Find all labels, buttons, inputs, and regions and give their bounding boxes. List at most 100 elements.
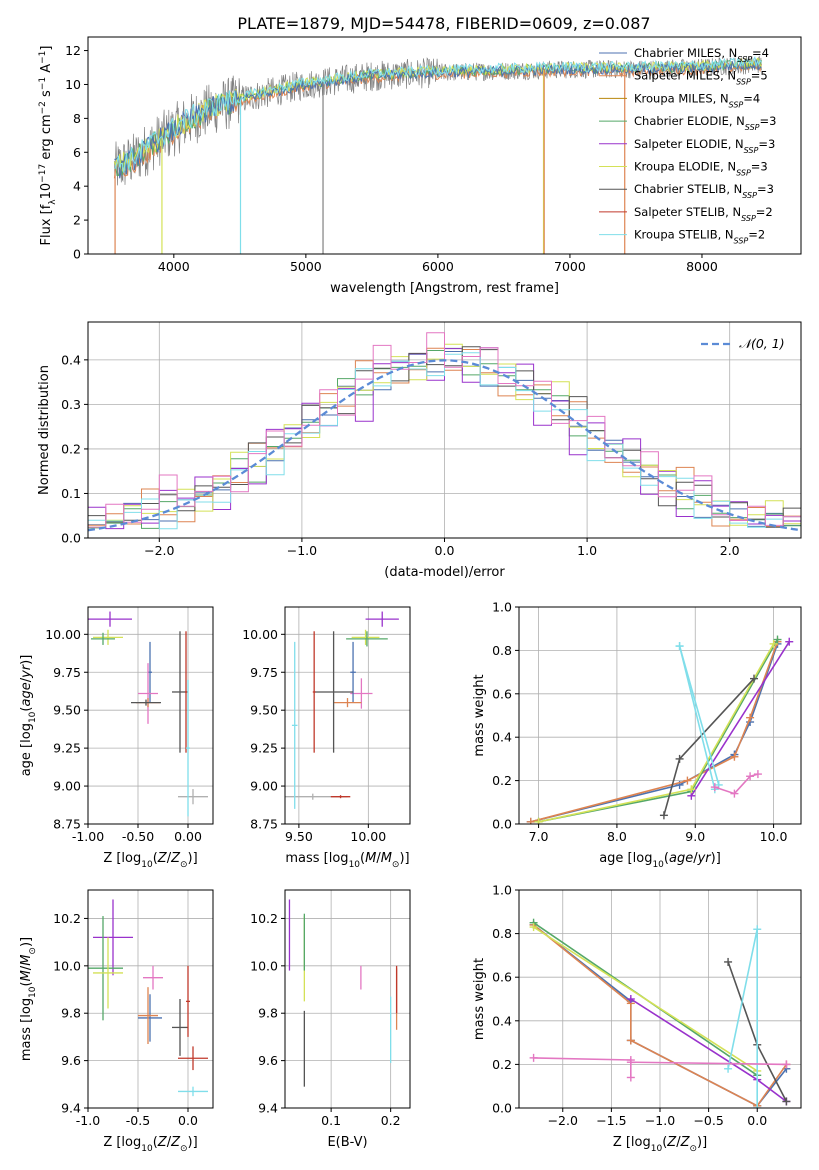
y-tick-label: 1.0: [492, 600, 512, 615]
mass-weight-line: [530, 641, 779, 823]
y-tick-label: 0.2: [492, 1057, 512, 1072]
mass-weight-marker: [746, 713, 755, 722]
mass-weight-marker: [526, 817, 535, 824]
mass-weight-marker: [785, 637, 794, 646]
legend-entry: Kroupa ELODIE, NSSP=3: [634, 160, 768, 178]
legend-subscript: SSP: [729, 100, 744, 109]
mass-weight-marker: [724, 957, 733, 966]
legend-count: =3: [751, 160, 768, 174]
errorbar-point: [350, 678, 373, 709]
x-axis-label: Z [log10(Z/Z⊙)]: [613, 1135, 707, 1154]
y-tick-label: 0.0: [61, 531, 81, 546]
errorbar-point: [365, 611, 399, 627]
x-tick-label: -1.0: [76, 1113, 100, 1128]
y-tick-label: 9.75: [250, 665, 278, 680]
y-tick-label: 8: [73, 111, 81, 126]
mass-weight-marker: [746, 772, 755, 781]
errorbar-point: [186, 679, 190, 817]
x-tick-label: -1.00: [72, 829, 104, 844]
axes-frame: [87, 889, 214, 1109]
x-tick-label: 0.0: [178, 1113, 198, 1128]
y-tick-label: 0.0: [492, 817, 512, 832]
legend-subscript: SSP: [744, 145, 759, 154]
x-tick-label: 8000: [686, 259, 718, 274]
mass-weight-marker: [710, 783, 719, 792]
y-tick-label: 6: [73, 145, 81, 160]
panel-age-vs-mass: 9.50 10.00 8.75 9.00 9.25 9.50 9.75 10.00 mass […: [242, 606, 411, 870]
y-axis-label: Flux [fλ10−17 erg cm−2 s−1 A−1]: [38, 46, 58, 246]
legend-entry: Salpeter STELIB, NSSP=2: [634, 205, 773, 223]
mass-weight-marker: [782, 1097, 791, 1106]
errorbar-point: [148, 641, 152, 703]
x-axis-label: Z [log10(Z/Z⊙)]: [103, 1135, 197, 1154]
errorbar-point: [131, 699, 161, 706]
x-axis-label: Z [log10(Z/Z⊙)]: [103, 851, 197, 870]
errorbar-point: [93, 937, 123, 1009]
legend: 𝒩(0, 1): [701, 336, 785, 351]
y-tick-label: 9.6: [258, 1053, 278, 1068]
x-tick-label: 6000: [422, 259, 454, 274]
errorbar-point: [351, 629, 380, 645]
mass-weight-marker: [750, 674, 758, 683]
panels: 4000 5000 6000 7000 8000 0 2 4 6 8 10 12 wavelength …: [19, 36, 802, 1154]
y-tick-label: 0: [73, 247, 81, 262]
plot-area: [88, 611, 208, 817]
y-tick-label: 9.4: [61, 1101, 81, 1116]
y-tick-label: 12: [65, 43, 81, 58]
y-tick-label: 1.0: [492, 883, 512, 898]
x-tick-label: 2.0: [720, 543, 740, 558]
mass-weight-marker: [769, 639, 778, 648]
panel-massweight-vs-Z: −2.0 −1.5 −1.0 −0.5 0.0 0.0 0.2 0.4 0.6 0.8 1.0 Z […: [472, 883, 802, 1154]
x-axis-label: E(B-V): [327, 1135, 367, 1150]
plot-area: [88, 332, 801, 538]
legend-entry: Chabrier MILES, NSSP=4: [634, 46, 769, 64]
x-tick-label: −0.5: [693, 1113, 723, 1128]
y-tick-label: 10: [65, 77, 81, 92]
legend-entry: Kroupa MILES, NSSP=4: [634, 91, 760, 109]
mass-weight-marker: [753, 925, 762, 934]
mass-weight-marker: [626, 1058, 635, 1067]
normal-curve: [88, 359, 801, 532]
mass-weight-marker: [626, 995, 635, 1003]
errorbar-point: [178, 1046, 208, 1071]
x-tick-label: -0.50: [122, 829, 154, 844]
errorbar-point: [314, 631, 354, 753]
mass-weight-line: [678, 645, 720, 786]
legend-count: =4: [743, 91, 760, 105]
y-axis-label: age [log10(age/yr)]: [19, 655, 38, 777]
mass-weight-line: [678, 645, 716, 790]
legend-count: =3: [760, 114, 777, 128]
model-spectrum: [113, 55, 762, 173]
y-axis-label: mass [log10(M/M⊙)]: [19, 937, 38, 1061]
legend-entry: Salpeter MILES, NSSP=5: [634, 69, 768, 87]
x-tick-label: −1.5: [596, 1113, 626, 1128]
y-tick-label: 4: [73, 179, 81, 194]
x-tick-label: 0.2: [381, 1113, 401, 1128]
errorbar-point: [143, 965, 163, 990]
legend-subscript: SSP: [734, 236, 749, 245]
panel-residuals: −2.0 −1.0 0.0 1.0 2.0 0.0 0.1 0.2 0.3 0.4 (data-mo…: [37, 321, 802, 580]
legend-count: =5: [751, 69, 768, 83]
y-tick-label: 10.0: [250, 958, 278, 973]
mass-weight-marker: [730, 789, 739, 798]
x-tick-label: 9.50: [285, 829, 313, 844]
errorbar-point: [138, 994, 162, 1042]
legend-entry: Chabrier ELODIE, NSSP=3: [634, 114, 776, 132]
y-tick-label: 9.8: [258, 1006, 278, 1021]
mass-weight-marker: [675, 642, 684, 651]
x-tick-label: 7000: [554, 259, 586, 274]
errorbar-point: [88, 611, 132, 627]
y-tick-label: 9.6: [61, 1053, 81, 1068]
y-tick-label: 0.8: [492, 643, 512, 658]
y-tick-label: 0.1: [61, 486, 81, 501]
x-axis-label: age [log10(age/yr)]: [599, 851, 721, 870]
x-tick-label: −1.0: [645, 1113, 675, 1128]
y-tick-label: 9.25: [250, 741, 278, 756]
legend-count: =2: [748, 228, 765, 242]
y-tick-label: 0.6: [492, 970, 512, 985]
legend-subscript: SSP: [736, 77, 751, 86]
mass-weight-marker: [529, 923, 538, 932]
errorbar-point: [91, 632, 115, 645]
x-tick-label: 10.0: [760, 829, 788, 844]
axes-frame: [518, 606, 802, 825]
